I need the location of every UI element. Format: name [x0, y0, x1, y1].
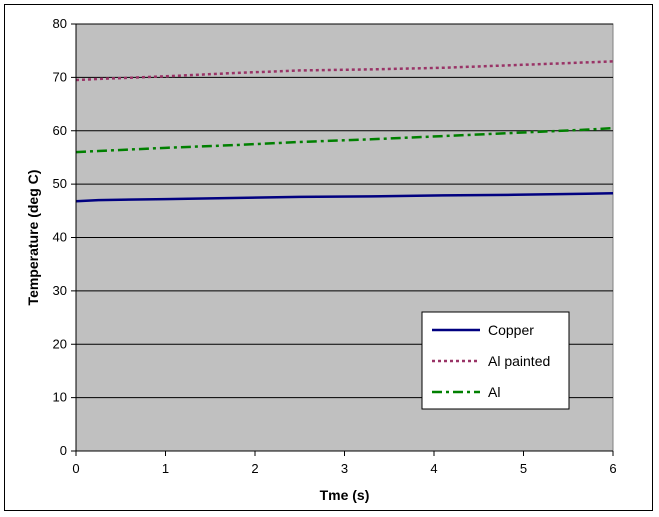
x-tick-label-6: 6	[609, 461, 616, 476]
series-line-al-painted	[75, 60, 614, 82]
y-tick-label-70: 70	[53, 69, 67, 84]
x-tick-label-1: 1	[162, 461, 169, 476]
y-tick-label-80: 80	[53, 16, 67, 31]
x-tick-label-4: 4	[430, 461, 437, 476]
gridlines	[76, 23, 613, 399]
x-tick-labels: 0 1 2 3 4 5 6	[72, 461, 616, 476]
legend-label-copper: Copper	[488, 322, 534, 338]
legend-label-al: Al	[488, 384, 500, 400]
series-copper	[75, 191, 614, 203]
x-tick-label-3: 3	[341, 461, 348, 476]
legend-label-al-painted: Al painted	[488, 353, 550, 369]
y-tick-label-40: 40	[53, 230, 67, 245]
y-tick-labels: 0 10 20 30 40 50 60 70 80	[53, 16, 67, 458]
series-al	[75, 126, 614, 154]
y-tick-label-50: 50	[53, 176, 67, 191]
x-axis-label: Tme (s)	[320, 487, 370, 503]
axes	[71, 23, 614, 456]
x-tick-label-5: 5	[520, 461, 527, 476]
series-line-copper	[75, 191, 614, 203]
series-al-painted	[75, 60, 614, 82]
x-tick-label-2: 2	[251, 461, 258, 476]
series-line-al	[75, 126, 614, 154]
y-axis-label: Temperature (deg C)	[25, 170, 41, 306]
legend: Copper Al painted Al	[421, 311, 570, 410]
y-tick-label-10: 10	[53, 390, 67, 405]
series-layer	[75, 60, 614, 203]
y-tick-label-0: 0	[60, 443, 67, 458]
x-tick-label-0: 0	[72, 461, 79, 476]
y-tick-label-20: 20	[53, 336, 67, 351]
y-tick-label-60: 60	[53, 123, 67, 138]
y-tick-label-30: 30	[53, 283, 67, 298]
